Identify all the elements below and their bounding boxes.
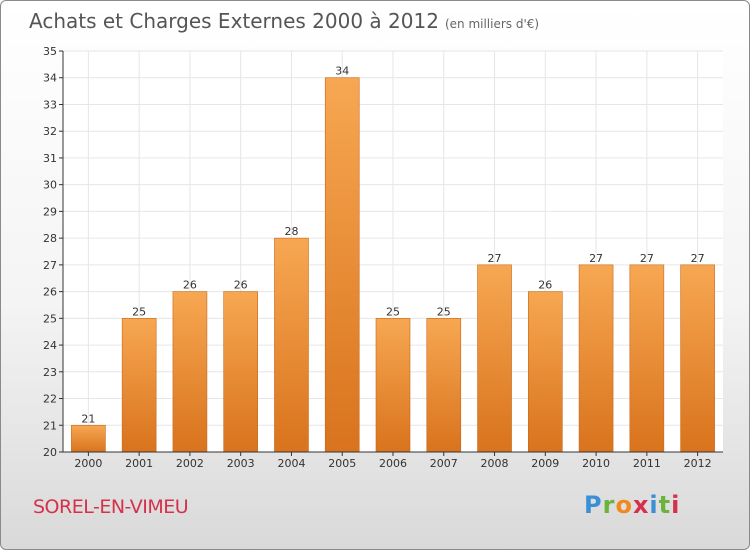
logo-letter: r bbox=[602, 491, 616, 519]
y-tick-label: 22 bbox=[43, 393, 57, 406]
bar-value-label: 25 bbox=[437, 305, 451, 318]
x-tick-label: 2003 bbox=[227, 457, 255, 470]
logo-letter: x bbox=[632, 491, 650, 519]
y-tick-label: 35 bbox=[43, 45, 57, 58]
y-tick-label: 23 bbox=[43, 366, 57, 379]
x-tick-label: 2002 bbox=[176, 457, 204, 470]
bar bbox=[680, 264, 715, 453]
bar-value-label: 26 bbox=[234, 279, 248, 292]
bar bbox=[477, 264, 512, 453]
x-tick-label: 2005 bbox=[328, 457, 356, 470]
y-tick-label: 29 bbox=[43, 205, 57, 218]
x-tick-label: 2010 bbox=[582, 457, 610, 470]
bar bbox=[274, 237, 309, 453]
bar bbox=[629, 264, 665, 453]
y-tick-label: 32 bbox=[43, 125, 57, 138]
bar-value-label: 26 bbox=[538, 279, 552, 292]
chart-title-text: Achats et Charges Externes 2000 à 2012 bbox=[29, 9, 439, 33]
y-tick-label: 31 bbox=[43, 152, 57, 165]
x-tick-label: 2000 bbox=[74, 457, 102, 470]
logo-letter: t bbox=[658, 491, 672, 519]
x-tick-label: 2004 bbox=[277, 457, 305, 470]
bar-value-label: 27 bbox=[640, 252, 654, 265]
x-tick-label: 2009 bbox=[531, 457, 559, 470]
x-tick-label: 2012 bbox=[684, 457, 712, 470]
x-tick-label: 2001 bbox=[125, 457, 153, 470]
logo-letter: i bbox=[649, 491, 659, 519]
bar-value-label: 28 bbox=[284, 225, 298, 238]
bar bbox=[172, 291, 208, 453]
logo-letter: i bbox=[671, 491, 681, 519]
y-tick-label: 20 bbox=[43, 446, 57, 459]
x-tick-label: 2006 bbox=[379, 457, 407, 470]
y-tick-label: 24 bbox=[43, 339, 57, 352]
bar-value-label: 27 bbox=[691, 252, 705, 265]
proxiti-logo[interactable]: Proxiti bbox=[584, 491, 680, 519]
bar bbox=[324, 77, 360, 453]
chart-subtitle: (en milliers d'€) bbox=[444, 17, 540, 31]
bar-value-label: 21 bbox=[81, 412, 95, 425]
bar-value-label: 25 bbox=[386, 305, 400, 318]
bar bbox=[223, 291, 258, 453]
bar-value-label: 26 bbox=[183, 279, 197, 292]
x-tick-label: 2008 bbox=[481, 457, 509, 470]
logo-letter: o bbox=[615, 491, 633, 519]
axes: 20 21 22 23 24 25 26 27 28 29 30 31 32 33 34 35 2000 2001… bbox=[43, 45, 723, 470]
bar-value-label: 25 bbox=[132, 305, 146, 318]
y-tick-label: 21 bbox=[43, 419, 57, 432]
y-tick-label: 30 bbox=[43, 179, 57, 192]
x-tick-label: 2011 bbox=[633, 457, 661, 470]
bar bbox=[578, 264, 614, 453]
bar bbox=[528, 291, 563, 453]
bar-value-label: 27 bbox=[488, 252, 502, 265]
bar bbox=[426, 318, 462, 453]
bar-value-label: 34 bbox=[335, 65, 349, 78]
y-tick-label: 34 bbox=[43, 72, 57, 85]
bar bbox=[375, 318, 411, 453]
bar bbox=[121, 318, 157, 453]
bars: 21 25 26 26 28 34 25 25 27 26 27 27 27 bbox=[71, 65, 715, 453]
y-tick-label: 26 bbox=[43, 286, 57, 299]
y-tick-label: 33 bbox=[43, 98, 57, 111]
bar-value-label: 27 bbox=[589, 252, 603, 265]
x-tick-label: 2007 bbox=[430, 457, 458, 470]
logo-letter: P bbox=[584, 491, 603, 519]
town-name: SOREL-EN-VIMEU bbox=[33, 496, 189, 518]
chart-title: Achats et Charges Externes 2000 à 2012 (e… bbox=[29, 9, 539, 33]
y-tick-label: 25 bbox=[43, 312, 57, 325]
y-tick-label: 28 bbox=[43, 232, 57, 245]
y-tick-label: 27 bbox=[43, 259, 57, 272]
bar bbox=[71, 424, 106, 453]
